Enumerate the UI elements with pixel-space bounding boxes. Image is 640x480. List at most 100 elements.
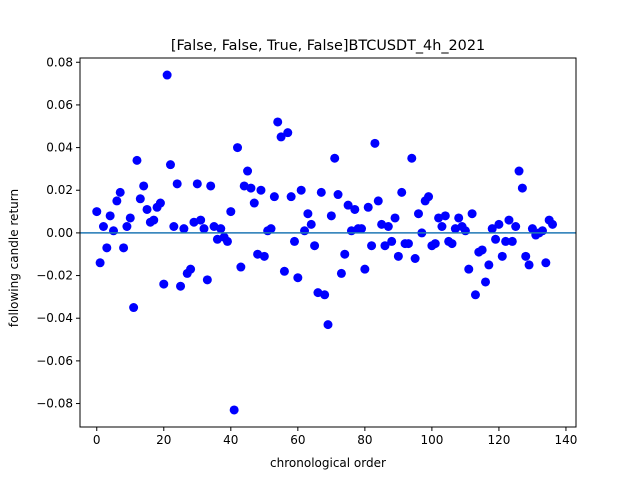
x-tick-label: 0 [93,433,101,447]
data-point [370,138,380,148]
data-point [226,207,236,217]
x-tick-label: 80 [357,433,372,447]
data-point [501,236,511,246]
data-point [283,128,293,138]
data-point [196,215,206,225]
data-point [276,132,286,142]
data-point [514,166,524,176]
data-point [303,209,313,219]
data-point [119,243,129,253]
data-point [521,251,531,261]
data-point [98,222,108,231]
x-tick-label: 100 [420,433,443,447]
data-point [179,224,189,234]
data-point [517,183,527,193]
y-tick-label: 0.00 [46,226,73,240]
data-point [537,226,547,236]
x-tick-label: 20 [156,433,171,447]
data-point [548,219,558,229]
data-point [487,224,497,234]
data-point [460,226,470,236]
data-point [464,264,474,274]
data-point [125,213,135,223]
data-point [333,190,343,200]
data-point [484,260,494,270]
data-point [403,239,413,249]
data-point [330,153,340,163]
data-point [139,181,149,191]
x-axis-label: chronological order [270,456,386,470]
data-point [310,241,320,251]
data-point [447,239,457,249]
x-tick-label: 60 [290,433,305,447]
data-point [363,202,373,212]
data-point [454,213,464,223]
data-point [129,303,139,313]
data-point [336,268,346,278]
data-point [142,204,152,214]
data-point [407,153,417,163]
data-point [279,266,289,276]
data-point [300,226,310,236]
data-point [357,224,367,234]
data-point [222,236,232,246]
data-point [481,277,491,287]
data-point [289,236,299,246]
data-point [387,236,397,246]
data-point [155,198,165,208]
data-point [109,226,119,236]
data-point [206,181,216,191]
data-point [350,204,360,214]
data-point [507,236,517,246]
y-tick-label: −0.04 [36,311,73,325]
data-point [105,211,115,221]
y-tick-label: −0.06 [36,354,73,368]
y-tick-label: −0.08 [36,397,73,411]
data-point [397,187,407,197]
y-tick-label: −0.02 [36,269,73,283]
data-point [236,262,246,272]
x-tick-label: 40 [223,433,238,447]
data-point [320,290,330,300]
data-point [112,196,122,206]
data-point [477,245,487,255]
data-point [440,211,450,221]
data-point [169,222,179,231]
data-point [273,117,283,127]
y-tick-label: 0.06 [46,98,73,112]
data-point [467,209,477,219]
data-point [256,185,266,195]
data-point [413,209,423,219]
data-point [410,254,420,263]
y-tick-label: 0.08 [46,55,73,69]
data-point [199,224,209,234]
data-point [132,155,142,165]
data-point [306,219,316,229]
points-layer [92,70,558,415]
data-point [229,405,239,415]
data-point [122,222,132,231]
data-point [266,224,276,234]
data-point [186,264,196,274]
data-point [326,211,336,221]
plot-frame [79,57,577,428]
data-point [511,222,521,231]
data-point [243,166,253,176]
data-point [383,222,393,231]
data-point [293,273,303,283]
data-point [316,187,326,197]
data-point [470,290,480,300]
y-tick-label: 0.04 [46,141,73,155]
data-point [176,281,186,291]
data-point [497,251,507,261]
data-point [233,143,243,153]
data-point [296,185,306,195]
data-point [216,224,226,234]
data-point [430,239,440,249]
data-point [424,192,434,202]
data-point [323,320,333,330]
data-point [390,213,400,223]
x-axis-ticks: 0 20 40 60 80 100 120 140 [93,427,577,447]
